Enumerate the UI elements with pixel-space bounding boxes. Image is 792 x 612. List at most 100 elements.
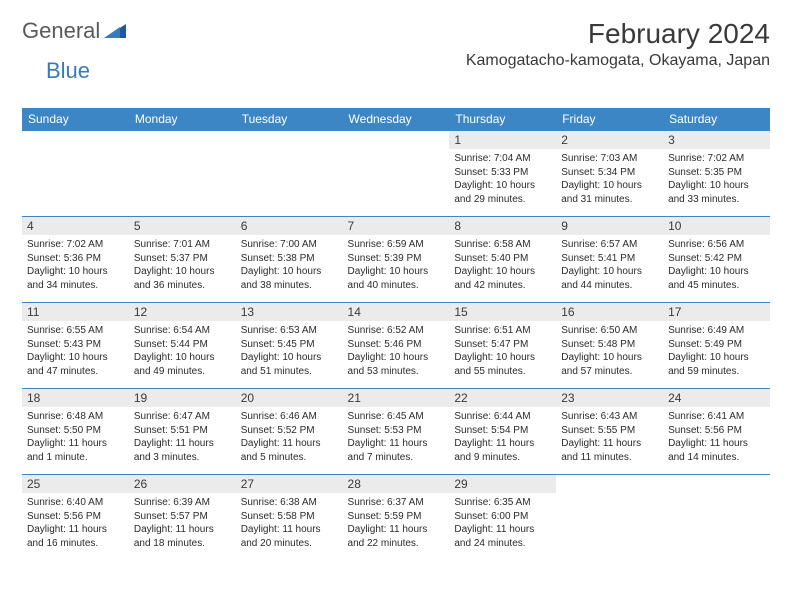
sunrise: Sunrise: 6:45 AM — [348, 410, 445, 424]
day-number: 17 — [663, 303, 770, 321]
day-info: Sunrise: 6:56 AMSunset: 5:42 PMDaylight:… — [663, 235, 770, 294]
daylight: Daylight: 10 hours and 59 minutes. — [668, 351, 765, 378]
daylight: Daylight: 10 hours and 34 minutes. — [27, 265, 124, 292]
daylight: Daylight: 11 hours and 22 minutes. — [348, 523, 445, 550]
sunrise: Sunrise: 7:02 AM — [27, 238, 124, 252]
day-info: Sunrise: 6:45 AMSunset: 5:53 PMDaylight:… — [343, 407, 450, 466]
day-cell-6: 6Sunrise: 7:00 AMSunset: 5:38 PMDaylight… — [236, 217, 343, 303]
day-number: 8 — [449, 217, 556, 235]
day-info: Sunrise: 6:59 AMSunset: 5:39 PMDaylight:… — [343, 235, 450, 294]
daylight: Daylight: 10 hours and 49 minutes. — [134, 351, 231, 378]
day-info: Sunrise: 6:46 AMSunset: 5:52 PMDaylight:… — [236, 407, 343, 466]
daylight: Daylight: 10 hours and 51 minutes. — [241, 351, 338, 378]
daylight: Daylight: 10 hours and 36 minutes. — [134, 265, 231, 292]
day-number: 1 — [449, 131, 556, 149]
weekday-saturday: Saturday — [663, 108, 770, 131]
daylight: Daylight: 11 hours and 5 minutes. — [241, 437, 338, 464]
day-info: Sunrise: 6:55 AMSunset: 5:43 PMDaylight:… — [22, 321, 129, 380]
sunrise: Sunrise: 6:50 AM — [561, 324, 658, 338]
daylight: Daylight: 11 hours and 24 minutes. — [454, 523, 551, 550]
day-cell-12: 12Sunrise: 6:54 AMSunset: 5:44 PMDayligh… — [129, 303, 236, 389]
sunset: Sunset: 5:56 PM — [668, 424, 765, 438]
day-cell-4: 4Sunrise: 7:02 AMSunset: 5:36 PMDaylight… — [22, 217, 129, 303]
day-number: 9 — [556, 217, 663, 235]
day-info: Sunrise: 6:41 AMSunset: 5:56 PMDaylight:… — [663, 407, 770, 466]
daylight: Daylight: 11 hours and 16 minutes. — [27, 523, 124, 550]
daylight: Daylight: 10 hours and 31 minutes. — [561, 179, 658, 206]
sunrise: Sunrise: 6:46 AM — [241, 410, 338, 424]
sunset: Sunset: 5:36 PM — [27, 252, 124, 266]
day-number: 12 — [129, 303, 236, 321]
empty-day — [663, 475, 770, 561]
sunrise: Sunrise: 6:59 AM — [348, 238, 445, 252]
day-info: Sunrise: 6:39 AMSunset: 5:57 PMDaylight:… — [129, 493, 236, 552]
sunset: Sunset: 5:39 PM — [348, 252, 445, 266]
sunrise: Sunrise: 6:39 AM — [134, 496, 231, 510]
day-number: 20 — [236, 389, 343, 407]
sunset: Sunset: 5:59 PM — [348, 510, 445, 524]
daylight: Daylight: 11 hours and 11 minutes. — [561, 437, 658, 464]
logo-triangle-icon — [104, 20, 126, 43]
sunrise: Sunrise: 6:55 AM — [27, 324, 124, 338]
day-number: 5 — [129, 217, 236, 235]
day-cell-2: 2Sunrise: 7:03 AMSunset: 5:34 PMDaylight… — [556, 131, 663, 217]
sunrise: Sunrise: 6:43 AM — [561, 410, 658, 424]
sunset: Sunset: 5:55 PM — [561, 424, 658, 438]
day-number: 25 — [22, 475, 129, 493]
logo-blue: Blue — [46, 58, 90, 83]
sunset: Sunset: 5:51 PM — [134, 424, 231, 438]
day-cell-15: 15Sunrise: 6:51 AMSunset: 5:47 PMDayligh… — [449, 303, 556, 389]
daylight: Daylight: 11 hours and 14 minutes. — [668, 437, 765, 464]
day-number: 10 — [663, 217, 770, 235]
week-row: 25Sunrise: 6:40 AMSunset: 5:56 PMDayligh… — [22, 475, 770, 561]
weekday-thursday: Thursday — [449, 108, 556, 131]
daylight: Daylight: 10 hours and 40 minutes. — [348, 265, 445, 292]
week-row: 18Sunrise: 6:48 AMSunset: 5:50 PMDayligh… — [22, 389, 770, 475]
day-info: Sunrise: 6:49 AMSunset: 5:49 PMDaylight:… — [663, 321, 770, 380]
day-info: Sunrise: 6:37 AMSunset: 5:59 PMDaylight:… — [343, 493, 450, 552]
empty-day — [343, 131, 450, 217]
day-info: Sunrise: 6:50 AMSunset: 5:48 PMDaylight:… — [556, 321, 663, 380]
daylight: Daylight: 10 hours and 57 minutes. — [561, 351, 658, 378]
sunrise: Sunrise: 6:47 AM — [134, 410, 231, 424]
week-row: 4Sunrise: 7:02 AMSunset: 5:36 PMDaylight… — [22, 217, 770, 303]
sunrise: Sunrise: 6:56 AM — [668, 238, 765, 252]
sunrise: Sunrise: 6:57 AM — [561, 238, 658, 252]
sunset: Sunset: 5:57 PM — [134, 510, 231, 524]
day-info: Sunrise: 7:02 AMSunset: 5:36 PMDaylight:… — [22, 235, 129, 294]
day-number: 13 — [236, 303, 343, 321]
sunset: Sunset: 5:35 PM — [668, 166, 765, 180]
day-cell-9: 9Sunrise: 6:57 AMSunset: 5:41 PMDaylight… — [556, 217, 663, 303]
day-info: Sunrise: 7:01 AMSunset: 5:37 PMDaylight:… — [129, 235, 236, 294]
day-cell-5: 5Sunrise: 7:01 AMSunset: 5:37 PMDaylight… — [129, 217, 236, 303]
day-cell-1: 1Sunrise: 7:04 AMSunset: 5:33 PMDaylight… — [449, 131, 556, 217]
day-number: 19 — [129, 389, 236, 407]
day-number: 14 — [343, 303, 450, 321]
day-cell-8: 8Sunrise: 6:58 AMSunset: 5:40 PMDaylight… — [449, 217, 556, 303]
daylight: Daylight: 10 hours and 42 minutes. — [454, 265, 551, 292]
day-number: 16 — [556, 303, 663, 321]
sunrise: Sunrise: 6:44 AM — [454, 410, 551, 424]
month-title: February 2024 — [466, 18, 770, 50]
day-number: 24 — [663, 389, 770, 407]
day-number: 28 — [343, 475, 450, 493]
sunset: Sunset: 5:54 PM — [454, 424, 551, 438]
day-cell-22: 22Sunrise: 6:44 AMSunset: 5:54 PMDayligh… — [449, 389, 556, 475]
sunrise: Sunrise: 7:00 AM — [241, 238, 338, 252]
sunrise: Sunrise: 6:51 AM — [454, 324, 551, 338]
daylight: Daylight: 11 hours and 9 minutes. — [454, 437, 551, 464]
day-info: Sunrise: 6:57 AMSunset: 5:41 PMDaylight:… — [556, 235, 663, 294]
weekday-monday: Monday — [129, 108, 236, 131]
day-number: 29 — [449, 475, 556, 493]
daylight: Daylight: 10 hours and 33 minutes. — [668, 179, 765, 206]
sunset: Sunset: 6:00 PM — [454, 510, 551, 524]
day-cell-21: 21Sunrise: 6:45 AMSunset: 5:53 PMDayligh… — [343, 389, 450, 475]
sunset: Sunset: 5:44 PM — [134, 338, 231, 352]
day-info: Sunrise: 7:00 AMSunset: 5:38 PMDaylight:… — [236, 235, 343, 294]
sunset: Sunset: 5:37 PM — [134, 252, 231, 266]
daylight: Daylight: 10 hours and 55 minutes. — [454, 351, 551, 378]
day-cell-3: 3Sunrise: 7:02 AMSunset: 5:35 PMDaylight… — [663, 131, 770, 217]
sunrise: Sunrise: 6:48 AM — [27, 410, 124, 424]
sunset: Sunset: 5:46 PM — [348, 338, 445, 352]
empty-day — [22, 131, 129, 217]
